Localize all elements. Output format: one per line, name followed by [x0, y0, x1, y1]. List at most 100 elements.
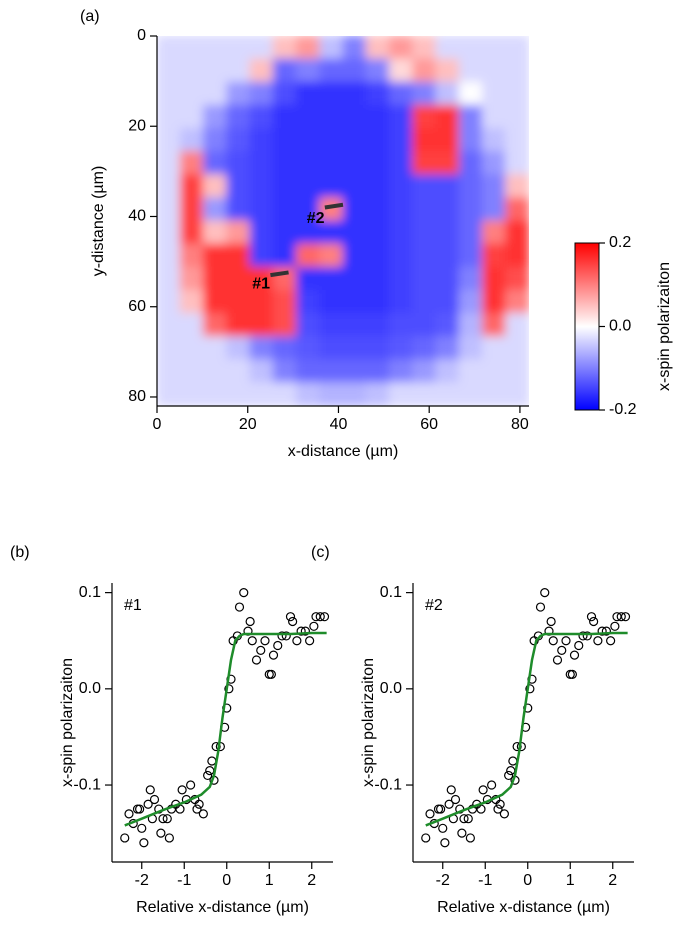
- data-point: [300, 626, 310, 636]
- heatmap-cell: [435, 104, 460, 129]
- heatmap-cell: [226, 128, 251, 153]
- data-point: [557, 645, 567, 655]
- heatmap-cell: [365, 58, 390, 83]
- data-point: [506, 766, 516, 776]
- heatmap-cell: [296, 266, 321, 291]
- x-tick-label: 60: [420, 416, 438, 433]
- x-tick-label: 80: [511, 416, 529, 433]
- y-tick-label: 20: [128, 117, 146, 134]
- data-point: [436, 804, 446, 814]
- data-point: [574, 640, 584, 651]
- data-point: [459, 814, 469, 824]
- data-point: [499, 809, 509, 819]
- heatmap-cell: [505, 336, 529, 361]
- heatmap-cell: [157, 58, 181, 83]
- heatmap-cell: [319, 289, 344, 314]
- heatmap-cell: [505, 197, 529, 222]
- data-point: [616, 612, 626, 622]
- data-point: [578, 631, 588, 641]
- heatmap-cell: [412, 336, 437, 361]
- heatmap-cell: [365, 104, 390, 129]
- heatmap-cell: [319, 58, 344, 83]
- heatmap-cell: [157, 382, 181, 406]
- colorbar-tick-label: 0.2: [609, 234, 631, 251]
- heatmap-cell: [342, 359, 367, 384]
- heatmap-cell: [249, 220, 274, 245]
- heatmap-cell: [482, 266, 507, 291]
- heatmap-cell: [365, 243, 390, 268]
- data-point: [124, 809, 134, 819]
- annotation-line: [324, 202, 344, 210]
- data-point: [175, 804, 185, 814]
- y-tick-label: 0: [137, 27, 146, 44]
- heatmap-cell: [389, 266, 414, 291]
- heatmap-cell: [505, 151, 529, 176]
- data-point: [548, 636, 558, 646]
- heatmap-cell: [157, 336, 181, 361]
- data-point: [463, 814, 473, 824]
- heatmap-cell: [249, 81, 274, 106]
- heatmap-cell: [319, 220, 344, 245]
- heatmap-cell: [365, 151, 390, 176]
- data-point: [135, 804, 145, 814]
- heatmap-cell: [272, 266, 297, 291]
- heatmap-cell: [157, 104, 181, 129]
- heatmap-cell: [342, 36, 367, 60]
- heatmap-cell: [342, 197, 367, 222]
- heatmap-cell: [203, 128, 228, 153]
- data-point: [251, 655, 262, 665]
- data-point: [593, 636, 603, 646]
- heatmap-cell: [226, 36, 251, 60]
- annotation-line: [270, 270, 289, 278]
- data-point: [582, 631, 592, 641]
- heatmap-cell: [249, 313, 274, 338]
- heatmap-cell: [342, 174, 367, 199]
- data-point: [266, 669, 276, 679]
- heatmap-cell: [179, 174, 204, 199]
- data-point: [162, 814, 172, 824]
- heatmap-cell: [505, 313, 529, 338]
- heatmap-cell: [435, 266, 460, 291]
- y-axis-label: x-spin polarizaiton: [360, 658, 377, 787]
- heatmap-cell: [365, 382, 390, 406]
- data-point: [177, 785, 187, 795]
- heatmap-cell: [458, 197, 483, 222]
- heatmap-cell: [272, 382, 297, 406]
- heatmap-cell: [482, 81, 507, 106]
- heatmap-cell: [226, 220, 251, 245]
- heatmap-cell: [389, 359, 414, 384]
- heatmap-cell: [505, 382, 529, 406]
- heatmap-cell: [389, 174, 414, 199]
- heatmap-cell: [179, 313, 204, 338]
- heatmap-cell: [203, 81, 228, 106]
- heatmap-cell: [342, 313, 367, 338]
- colorbar-tick-label: 0.0: [609, 318, 631, 335]
- heatmap-cell: [296, 336, 321, 361]
- y-tick-label: 0.0: [79, 680, 101, 697]
- heatmap-cell: [365, 128, 390, 153]
- heatmap-cell: [458, 128, 483, 153]
- heatmap-cell: [272, 174, 297, 199]
- data-point: [292, 636, 302, 646]
- heatmap-cell: [482, 243, 507, 268]
- heatmap-cell: [226, 313, 251, 338]
- heatmap-area: [157, 36, 529, 406]
- data-point: [273, 640, 283, 651]
- heatmap-cell: [458, 243, 483, 268]
- data-point: [149, 794, 160, 805]
- x-tick-label: 0: [222, 872, 231, 889]
- panel-label: (a): [80, 8, 100, 25]
- x-tick-label: -1: [177, 872, 191, 889]
- data-point: [315, 612, 325, 622]
- heatmap-cell: [319, 128, 344, 153]
- data-point: [540, 588, 550, 598]
- heatmap-cell: [482, 104, 507, 129]
- heatmap-cell: [458, 36, 483, 60]
- data-point: [610, 621, 620, 631]
- y-tick-label: 0.0: [380, 680, 402, 697]
- x-tick-label: -1: [478, 872, 492, 889]
- heatmap-cell: [412, 313, 437, 338]
- heatmap-cell: [203, 58, 228, 83]
- heatmap-cell: [389, 289, 414, 314]
- heatmap-cell: [203, 197, 228, 222]
